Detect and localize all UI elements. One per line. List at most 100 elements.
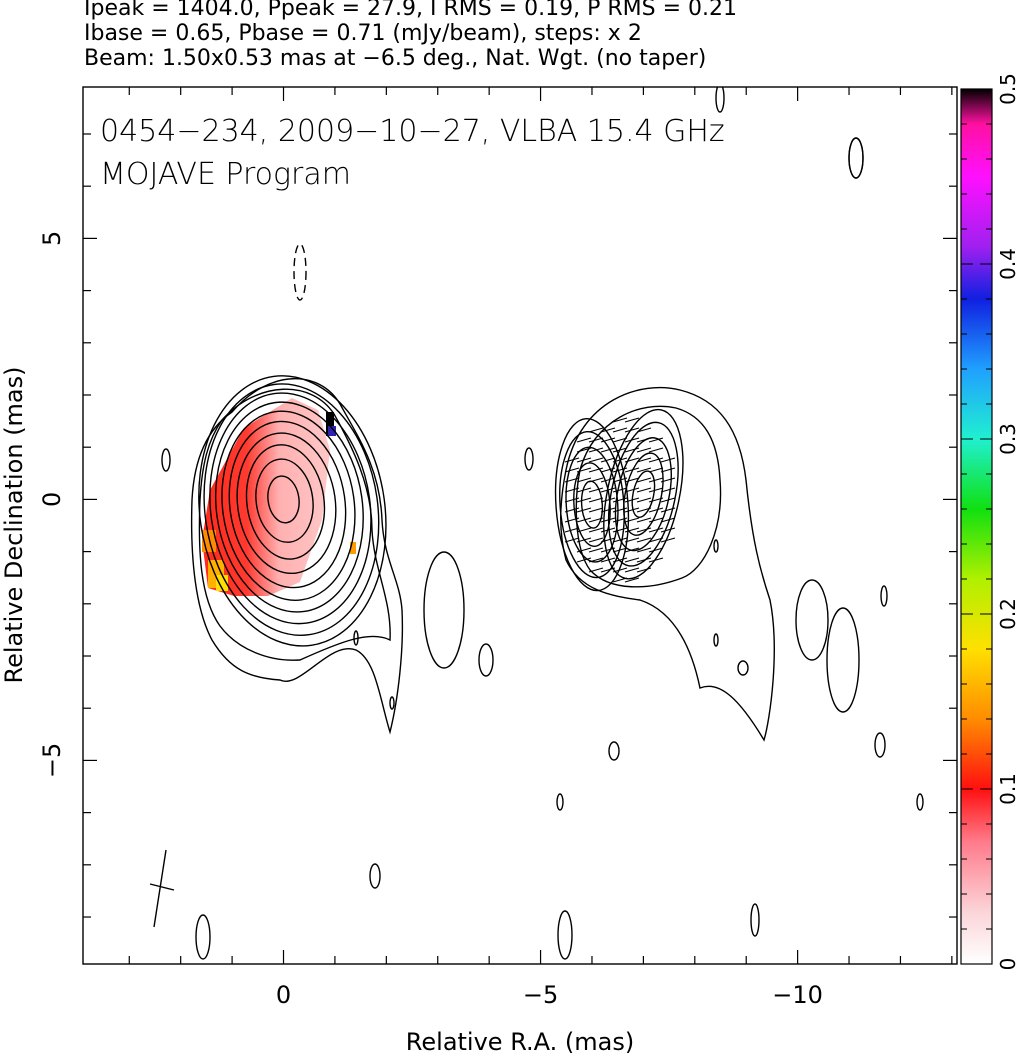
evpa-vector [648, 527, 664, 533]
evpa-vector [648, 547, 664, 553]
evpa-vector [600, 527, 616, 533]
jet-lobe-a-contour [565, 446, 619, 563]
core-contour [245, 444, 326, 560]
evpa-vector [612, 467, 628, 473]
jet-lobe-b-contour [608, 421, 679, 567]
evpa-vector [564, 517, 580, 523]
evpa-vector [600, 487, 616, 493]
evpa-vector [636, 477, 652, 483]
beam-cross-major [153, 849, 167, 928]
evpa-vector [660, 467, 676, 473]
colorbar-tick-label: 0.5 [996, 73, 1020, 105]
core-contour [228, 420, 347, 589]
evpa-vector [636, 457, 652, 463]
core-contour-2 [198, 388, 391, 661]
evpa-vector [576, 557, 592, 563]
core-contour [214, 401, 364, 613]
evpa-vector [576, 437, 592, 443]
evpa-vector [588, 487, 604, 493]
evpa-vector [612, 447, 628, 453]
evpa-vector [576, 537, 592, 543]
noise-contour [195, 914, 211, 960]
x-tick-label: 0 [276, 981, 291, 1009]
evpa-vector [660, 507, 676, 513]
y-tick-label: 0 [38, 492, 66, 507]
noise-contour [715, 87, 725, 113]
evpa-vector [648, 537, 664, 543]
evpa-vector [660, 477, 676, 483]
noise-contour [713, 633, 719, 647]
core-contour [255, 458, 314, 543]
evpa-vector [576, 517, 592, 523]
evpa-vector [588, 507, 604, 513]
colorbar-tick-label: 0.1 [996, 773, 1020, 805]
evpa-vector [648, 507, 664, 513]
evpa-vector [624, 517, 640, 523]
core-outer-contour [190, 378, 404, 735]
evpa-vector [624, 577, 640, 583]
noise-contour [826, 607, 860, 713]
evpa-vector [612, 487, 628, 493]
evpa-vector [636, 447, 652, 453]
evpa-vector [636, 517, 652, 523]
noise-contour [557, 910, 573, 960]
evpa-vector [588, 567, 604, 573]
evpa-vector [588, 457, 604, 463]
evpa-vector [624, 477, 640, 483]
evpa-vector [576, 497, 592, 503]
evpa-vector [636, 437, 652, 443]
evpa-vector [612, 477, 628, 483]
evpa-vector [636, 537, 652, 543]
evpa-vector [564, 497, 580, 503]
evpa-vector [636, 567, 652, 573]
evpa-vector [600, 497, 616, 503]
evpa-vector [588, 537, 604, 543]
plot-frame [82, 86, 958, 965]
evpa-vector [588, 517, 604, 523]
evpa-vector [624, 547, 640, 553]
jet-lobe-b-contour [623, 452, 664, 536]
evpa-vector [588, 497, 604, 503]
evpa-vector [588, 447, 604, 453]
y-tick-label: 5 [38, 231, 66, 246]
evpa-vector [624, 467, 640, 473]
evpa-vector [612, 527, 628, 533]
evpa-vector [564, 487, 580, 493]
evpa-vector [636, 427, 652, 433]
beam-cross-minor [149, 883, 175, 891]
evpa-vector [612, 517, 628, 523]
noise-contour [161, 448, 171, 472]
noise-contour [556, 793, 564, 811]
evpa-vector [624, 567, 640, 573]
evpa-vector [624, 487, 640, 493]
evpa-vector [624, 557, 640, 563]
evpa-vector [576, 487, 592, 493]
evpa-vector [636, 497, 652, 503]
noise-contour [389, 696, 395, 710]
noise-contour [795, 579, 829, 661]
noise-contour [916, 793, 924, 811]
evpa-vector [648, 467, 664, 473]
evpa-vector [636, 467, 652, 473]
core-contour [198, 375, 387, 647]
evpa-vector [624, 427, 640, 433]
axis-ticks [83, 87, 957, 964]
evpa-vector [600, 557, 616, 563]
axis-tick-labels: 0 −5 −10 5 0 −5 [38, 231, 823, 1009]
evpa-vector [600, 437, 616, 443]
noise-contour [880, 585, 888, 607]
evpa-vector [576, 507, 592, 513]
evpa-vector [588, 527, 604, 533]
noise-contour [750, 903, 760, 937]
contour-lines [149, 87, 924, 960]
evpa-vector [636, 507, 652, 513]
evpa-vector [600, 477, 616, 483]
core-contour [267, 475, 300, 524]
evpa-vector [588, 477, 604, 483]
evpa-vector [576, 467, 592, 473]
header-line-2: Ibase = 0.65, Pbase = 0.71 (mJy/beam), s… [84, 21, 642, 46]
evpa-vector [624, 537, 640, 543]
evpa-vector [576, 447, 592, 453]
evpa-vector [660, 457, 676, 463]
evpa-vector [648, 497, 664, 503]
